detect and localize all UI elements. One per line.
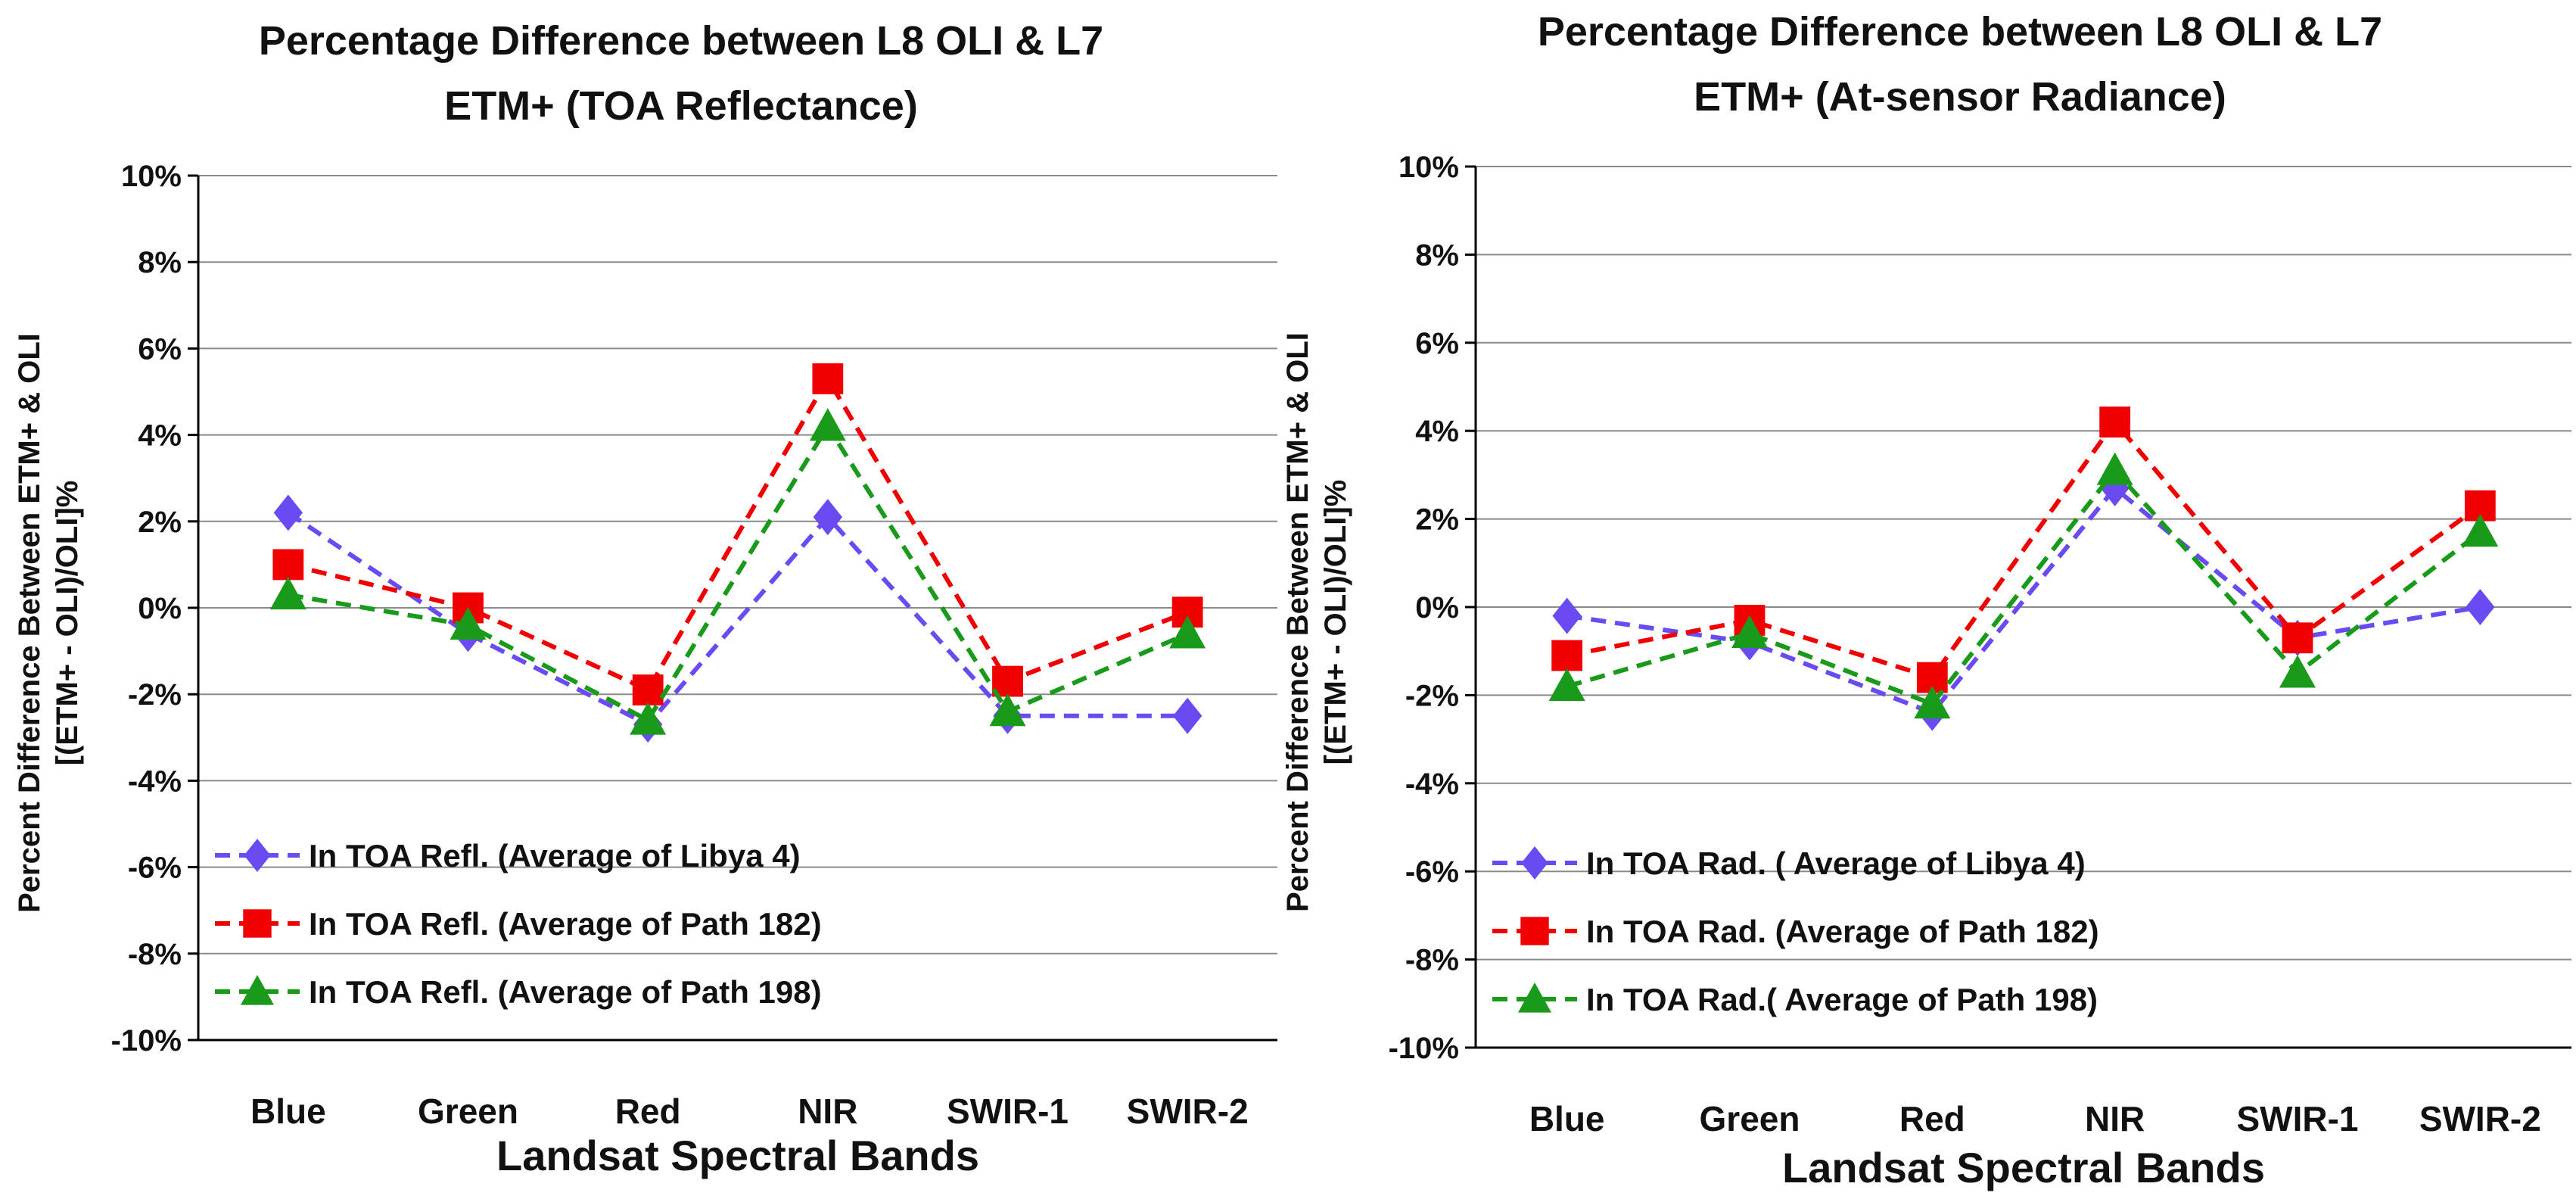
data-point-series-3: [1731, 615, 1768, 649]
series-line-1: [1566, 484, 2481, 716]
y-tick-label: 0%: [1415, 591, 1459, 624]
legend-label: In TOA Refl. (Average of Libya 4): [309, 838, 801, 874]
data-point-series-2: [812, 363, 844, 394]
y-tick-label: -2%: [128, 678, 182, 712]
y-tick-label: -6%: [128, 852, 182, 885]
chart-title-line: ETM+ (TOA Reflectance): [444, 83, 918, 129]
x-tick-label: SWIR-2: [2419, 1099, 2541, 1138]
x-axis-label: Landsat Spectral Bands: [1782, 1144, 2265, 1191]
y-tick-label: -4%: [128, 765, 182, 798]
data-point-series-3: [1548, 668, 1585, 701]
y-tick-label: -4%: [1405, 768, 1459, 801]
y-tick-label: 10%: [121, 160, 182, 193]
y-axis-label-line: Percent Difference Between ETM+ & OLI: [1281, 332, 1314, 912]
chart-at-sensor-radiance: Percentage Difference between L8 OLI & L…: [1281, 9, 2571, 1191]
y-tick-label: 8%: [1415, 238, 1459, 272]
legend-label: In TOA Refl. (Average of Path 182): [309, 906, 822, 942]
chart-title-line: Percentage Difference between L8 OLI & L…: [1538, 9, 2382, 54]
series-line-3: [1566, 466, 2482, 707]
y-tick-label: 6%: [1415, 327, 1459, 360]
x-tick-label: Green: [418, 1092, 518, 1131]
y-axis-label-line: Percent Difference Between ETM+ & OLI: [13, 333, 46, 913]
data-point-series-3: [809, 408, 846, 441]
data-point-series-2: [272, 549, 304, 581]
data-point-series-1: [1172, 697, 1202, 734]
y-tick-label: -6%: [1405, 855, 1459, 889]
data-point-series-3: [630, 702, 667, 735]
data-point-series-1: [1552, 597, 1582, 634]
y-tick-label: 8%: [138, 246, 182, 279]
series-line-2: [1566, 418, 2482, 680]
data-point-series-3: [269, 576, 306, 610]
x-tick-label: SWIR-2: [1127, 1092, 1249, 1131]
y-tick-label: -10%: [1389, 1032, 1459, 1065]
legend-marker-1: [1521, 846, 1548, 880]
y-tick-label: 4%: [138, 419, 182, 453]
legend-marker-2: [243, 909, 272, 938]
y-tick-label: 0%: [138, 592, 182, 625]
x-tick-label: NIR: [2085, 1099, 2145, 1138]
legend-label: In TOA Rad. (Average of Path 182): [1586, 914, 2099, 949]
x-tick-label: NIR: [798, 1092, 857, 1131]
x-axis-label: Landsat Spectral Bands: [496, 1132, 979, 1179]
chart-title-line: ETM+ (At-sensor Radiance): [1694, 74, 2226, 120]
data-point-series-2: [632, 674, 664, 705]
legend-marker-3: [241, 975, 274, 1005]
y-tick-label: 4%: [1415, 415, 1459, 448]
chart-toa-reflectance: Percentage Difference between L8 OLI & L…: [13, 18, 1277, 1179]
y-tick-label: 2%: [1415, 503, 1459, 537]
series-line-1: [287, 510, 1188, 727]
data-point-series-2: [2099, 406, 2131, 438]
y-axis-label-line: [(ETM+ - OLI)/OLI]%: [1319, 480, 1352, 765]
data-point-series-1: [813, 499, 843, 536]
y-tick-label: 2%: [138, 506, 182, 539]
data-point-series-1: [273, 494, 303, 531]
legend-marker-3: [1518, 983, 1551, 1013]
chart-title-line: Percentage Difference between L8 OLI & L…: [259, 18, 1103, 64]
y-tick-label: 6%: [138, 332, 182, 366]
legend-label: In TOA Refl. (Average of Path 198): [309, 974, 822, 1010]
legend-label: In TOA Rad.( Average of Path 198): [1586, 982, 2098, 1017]
x-tick-label: Red: [1899, 1099, 1965, 1138]
data-point-series-3: [989, 693, 1026, 727]
y-tick-label: 10%: [1398, 151, 1459, 184]
data-point-series-3: [450, 606, 487, 640]
legend-marker-1: [244, 839, 271, 872]
x-tick-label: Blue: [250, 1092, 326, 1131]
series-line-2: [288, 374, 1189, 693]
data-point-series-2: [2282, 622, 2313, 654]
y-tick-label: -8%: [128, 938, 182, 971]
x-tick-label: SWIR-1: [947, 1092, 1069, 1131]
y-tick-label: -2%: [1405, 679, 1459, 712]
x-tick-label: Green: [1700, 1099, 1800, 1138]
x-tick-label: Blue: [1529, 1099, 1605, 1138]
y-tick-label: -8%: [1405, 944, 1459, 977]
data-point-series-3: [1914, 686, 1951, 719]
data-point-series-3: [2462, 514, 2499, 547]
data-point-series-3: [2279, 655, 2316, 688]
series-line-3: [288, 422, 1189, 724]
x-tick-label: Red: [615, 1092, 681, 1131]
data-point-series-1: [2466, 589, 2495, 625]
data-point-series-2: [1551, 640, 1583, 671]
x-tick-label: SWIR-1: [2237, 1099, 2359, 1138]
data-point-series-3: [1169, 615, 1206, 649]
legend-label: In TOA Rad. ( Average of Libya 4): [1586, 846, 2086, 881]
legend-marker-2: [1520, 917, 1549, 945]
y-tick-label: -10%: [111, 1024, 182, 1057]
data-point-series-3: [2096, 452, 2133, 485]
y-axis-label-line: [(ETM+ - OLI)/OLI]%: [51, 481, 84, 766]
